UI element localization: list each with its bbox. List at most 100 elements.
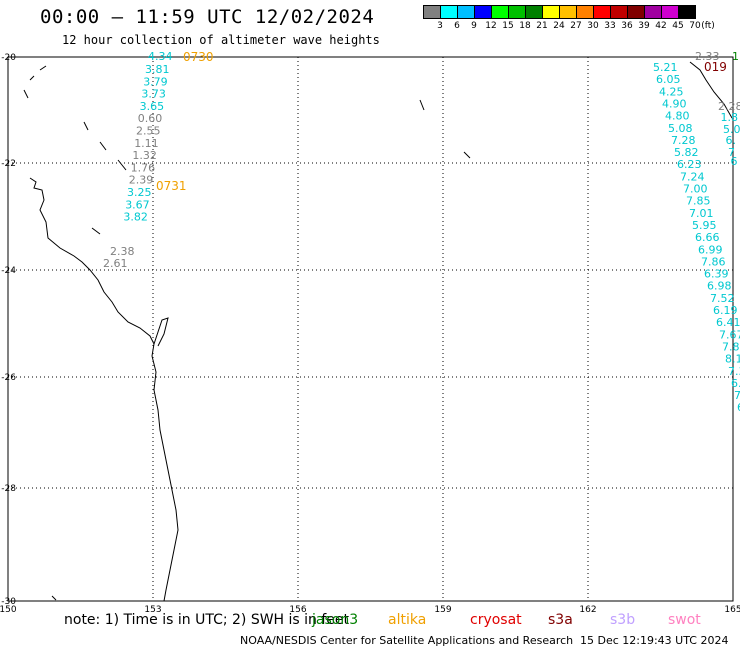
swh-value: 0.60 — [138, 112, 163, 125]
scale-label: 18 — [519, 21, 531, 31]
satellite-label-altika: altika — [388, 612, 427, 628]
island-outline — [419, 99, 425, 111]
map-frame — [7, 56, 734, 602]
lon-label: 165 — [724, 605, 740, 615]
lon-label: 156 — [289, 605, 306, 615]
coastline-new-caledonia — [689, 61, 733, 119]
scale-label: 24 — [553, 21, 565, 31]
island-outline — [29, 75, 35, 81]
scale-label: 27 — [570, 21, 582, 31]
swh-value: 4.25 — [659, 85, 684, 98]
swh-value: 7.3 — [728, 365, 740, 378]
pass-time-start: 0730 — [183, 50, 214, 64]
swh-value: 3.82 — [123, 211, 147, 224]
scale-label: 30 — [587, 21, 599, 31]
swh-value: 6.99 — [698, 243, 723, 256]
swh-value: 7.85 — [722, 340, 740, 353]
map-title: 00:00 — 11:59 UTC 12/02/2024 — [40, 6, 375, 28]
swh-value: 019 — [704, 60, 727, 74]
satellite-label-jason3: jason3 — [312, 612, 359, 628]
swh-value: 4.80 — [665, 110, 690, 123]
swh-value: 1.32 — [132, 149, 157, 162]
coastline — [29, 177, 179, 602]
swh-value: 2.33 — [695, 50, 720, 63]
lat-label: -20 — [1, 53, 16, 63]
swh-value: 7.28 — [671, 134, 696, 147]
swh-value: 3.73 — [141, 88, 166, 101]
swh-value: 4.90 — [662, 97, 687, 110]
lat-label: -22 — [1, 159, 16, 169]
swh-value: 7.86 — [701, 255, 726, 268]
swh-value: 3.25 — [127, 186, 152, 199]
swh-value: 8.1 — [725, 353, 740, 366]
map-subtitle: 12 hour collection of altimeter wave hei… — [62, 33, 380, 47]
swh-value: 3.81 — [145, 63, 170, 76]
satellite-label-s3a: s3a — [548, 612, 573, 628]
swh-value: 7. — [734, 389, 740, 402]
island-outline — [83, 121, 89, 131]
lat-label: -24 — [1, 266, 16, 276]
swh-value: 5.0 — [723, 123, 740, 136]
scale-label: 42 — [655, 21, 667, 31]
island-outline — [153, 317, 169, 347]
swh-value: 3.65 — [140, 100, 165, 113]
footer-note: note: 1) Time is in UTC; 2) SWH is in fe… — [64, 612, 350, 628]
island-outline — [463, 151, 471, 159]
swh-value: 7 — [728, 146, 735, 159]
lon-label: 162 — [579, 605, 596, 615]
lat-label: -26 — [1, 373, 16, 383]
swh-value: 6.05 — [656, 73, 681, 86]
island-outline — [39, 65, 47, 71]
swh-value: 6 — [731, 155, 738, 168]
swh-value: 4.34 — [148, 50, 173, 63]
swh-value: 1.8 — [721, 111, 739, 124]
swh-value: 3.67 — [125, 198, 150, 211]
swh-value: 6.98 — [707, 280, 732, 293]
scale-label: 45 — [672, 21, 684, 31]
satellite-label-s3b: s3b — [610, 612, 636, 628]
scale-label: 15 — [502, 21, 514, 31]
swh-value: 7.01 — [689, 207, 714, 220]
swh-value: 6.4 — [731, 377, 740, 390]
scale-label: 70 — [689, 21, 701, 31]
scale-label: 3 — [437, 21, 443, 31]
swh-value: 2.28 — [718, 100, 740, 113]
swh-value: 5.82 — [674, 146, 699, 159]
scale-label: 12 — [485, 21, 497, 31]
satellite-label-cryosat: cryosat — [470, 612, 522, 628]
swh-value: 2.39 — [129, 174, 154, 187]
swh-value: 1.11 — [134, 137, 159, 150]
island-outline — [51, 595, 57, 601]
swh-value: 2.38 — [110, 245, 135, 258]
swh-value: 2.55 — [136, 125, 161, 138]
scale-label: 33 — [604, 21, 616, 31]
island-outline — [99, 141, 107, 151]
lon-label: 153 — [144, 605, 161, 615]
color-scale — [423, 5, 696, 19]
scale-swatch — [678, 5, 696, 19]
island-outline — [23, 89, 29, 99]
lat-label: -28 — [1, 484, 16, 494]
scale-label: 36 — [621, 21, 633, 31]
island-outline — [117, 159, 127, 171]
swh-value: 6.23 — [677, 158, 702, 171]
swh-value: 5.95 — [692, 219, 717, 232]
swh-value: 1 — [732, 50, 739, 63]
island-outline — [91, 227, 101, 235]
swh-value: 7.85 — [686, 195, 711, 208]
swh-value: 5.21 — [653, 61, 678, 74]
swh-value: 6.66 — [695, 231, 720, 244]
credit-text: NOAA/NESDIS Center for Satellite Applica… — [240, 634, 574, 647]
swh-value: 2.61 — [103, 257, 128, 270]
swh-value: 6.39 — [704, 268, 729, 281]
scale-label: 9 — [471, 21, 477, 31]
swh-value: 3.79 — [143, 75, 168, 88]
scale-label: 39 — [638, 21, 650, 31]
scale-label: 21 — [536, 21, 548, 31]
swh-value: 6. — [726, 134, 737, 147]
satellite-label-swot: swot — [668, 612, 701, 628]
swh-value: 6.41 — [716, 316, 740, 329]
pass-time-end: 0731 — [156, 179, 187, 193]
lon-label: 150 — [0, 605, 17, 615]
